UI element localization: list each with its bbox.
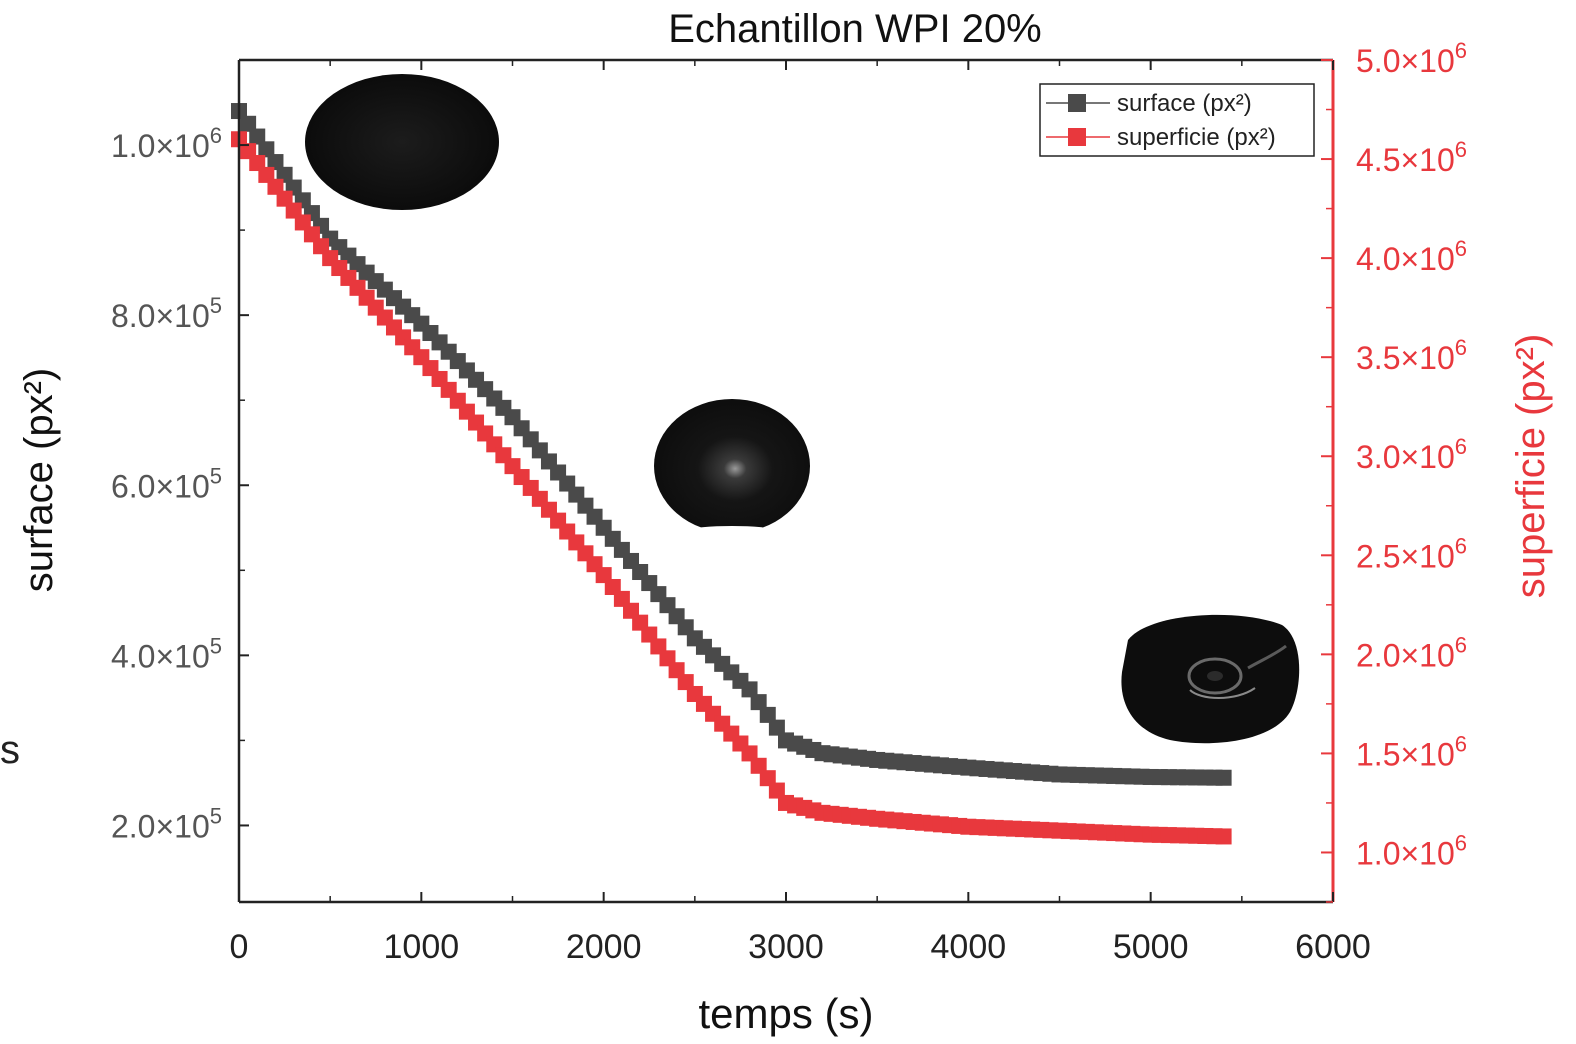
right-tick-label: 1.0×106 [1356,830,1467,871]
data-point [1215,769,1232,786]
droplet-image-dried [1121,614,1300,744]
data-point [759,706,776,723]
right-tick-label: 2.0×106 [1356,632,1467,673]
legend-item-superficie: superficie (px²) [1046,124,1276,151]
data-point [768,719,785,736]
data-point [741,745,758,762]
left-tick-label: 2.0×105 [111,803,222,844]
x-tick-label: 0 [230,928,249,966]
right-tick-label: 4.5×106 [1356,137,1467,178]
data-point [768,782,785,799]
x-tick-label: 5000 [1113,928,1189,966]
left-axis-label: surface (px²) [17,368,61,593]
data-point [750,694,767,711]
legend: surface (px²) superficie (px²) [1039,83,1315,157]
chart-title: Echantillon WPI 20% [668,7,1042,51]
x-tick-label: 4000 [931,928,1007,966]
legend-label-surface: surface (px²) [1117,90,1252,117]
left-tick-label: 1.0×106 [111,123,222,164]
x-tick-label: 6000 [1295,928,1371,966]
right-tick-label: 4.0×106 [1356,236,1467,277]
data-point [759,770,776,787]
left-tick-label: 4.0×105 [111,633,222,674]
data-point [249,128,266,145]
legend-item-surface: surface (px²) [1046,90,1252,117]
left-tick-label: 8.0×105 [111,293,222,334]
right-tick-label: 5.0×106 [1356,38,1467,79]
droplet-image-middle [654,399,810,534]
right-tick-label: 3.0×106 [1356,434,1467,475]
legend-marker-surface [1068,94,1086,112]
x-tick-label: 2000 [566,928,642,966]
droplet-image-initial [305,74,499,210]
data-point [267,154,284,171]
data-point [750,757,767,774]
right-tick-label: 1.5×106 [1356,731,1467,772]
right-tick-label: 2.5×106 [1356,533,1467,574]
left-tick-label: 6.0×105 [111,463,222,504]
data-point [741,681,758,698]
x-tick-label: 3000 [748,928,824,966]
series-superficie [231,131,1232,845]
series-surface [231,103,1232,786]
legend-label-superficie: superficie (px²) [1117,124,1276,151]
data-point [1215,828,1232,845]
right-axis-label: superficie (px²) [1509,334,1553,599]
x-axis-label: temps (s) [698,990,873,1037]
legend-marker-superficie [1068,128,1086,146]
right-tick-label: 3.5×106 [1356,335,1467,376]
x-tick-label: 1000 [384,928,460,966]
data-point [258,141,275,158]
data-point [240,115,257,132]
stray-label: s [0,728,20,772]
